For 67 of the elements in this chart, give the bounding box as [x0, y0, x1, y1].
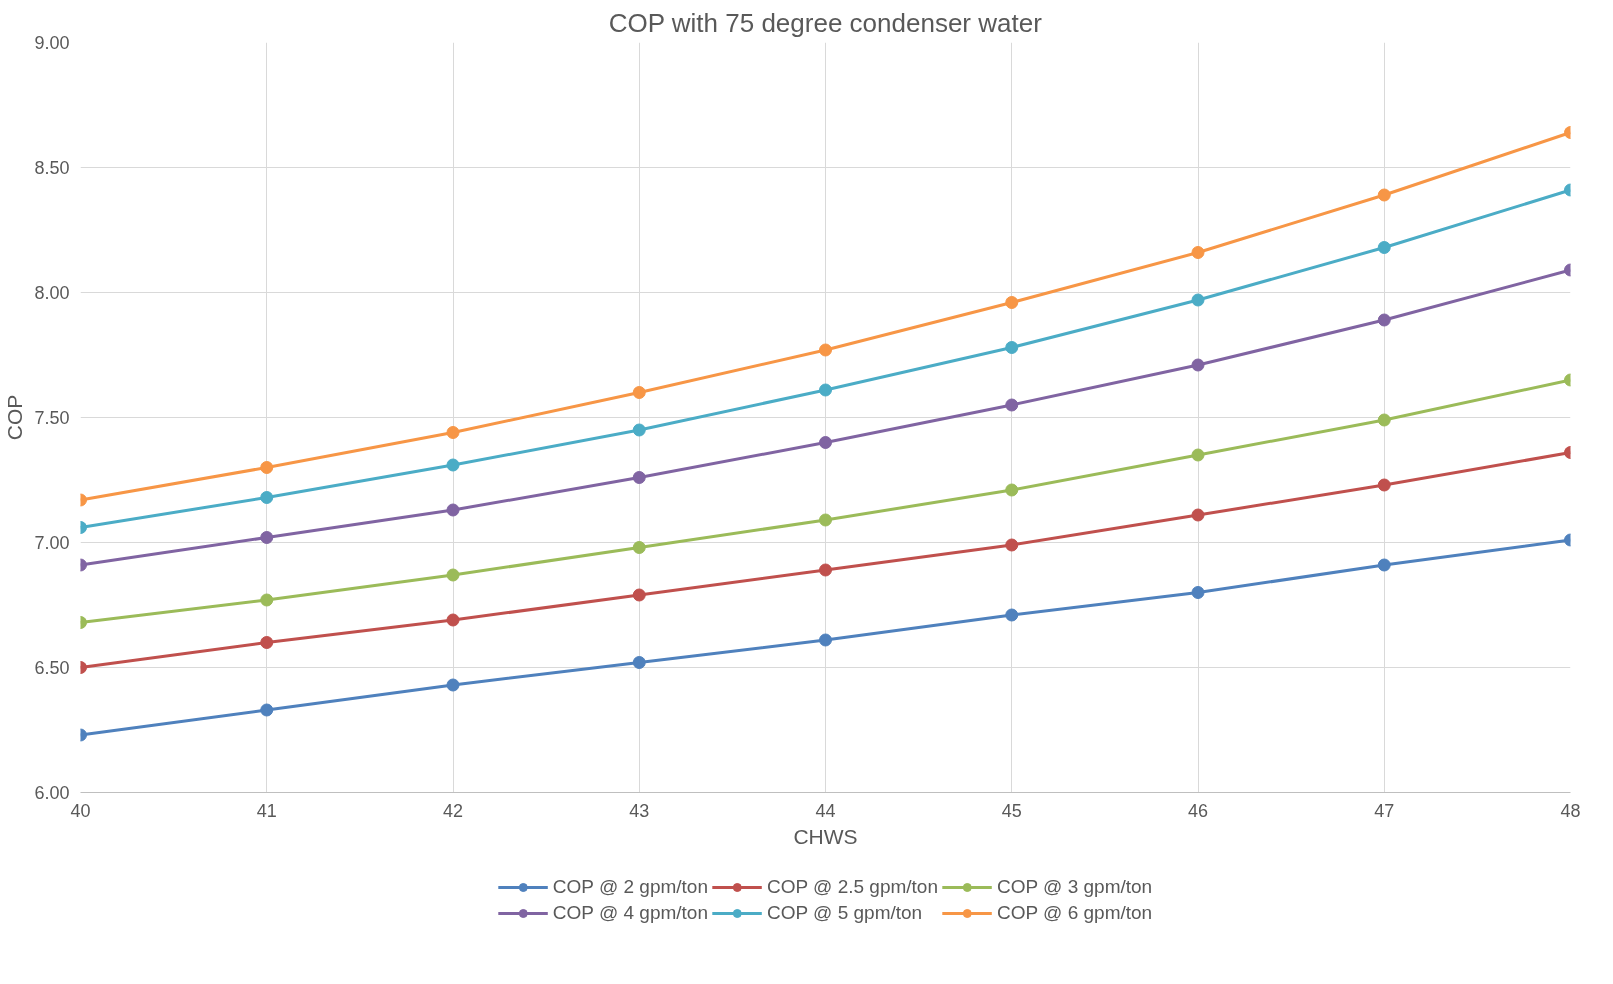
- point: [1005, 483, 1019, 497]
- point: [1191, 246, 1205, 259]
- legend-label: COP @ 3 gpm/ton: [997, 876, 1153, 898]
- point: [1191, 508, 1205, 522]
- point: [1377, 558, 1391, 572]
- point: [819, 513, 832, 527]
- point: [1377, 478, 1391, 492]
- point: [260, 461, 274, 474]
- y-tick-label: 6.50: [34, 658, 70, 678]
- x-tick-label: 40: [70, 800, 91, 821]
- point: [1377, 313, 1391, 327]
- point: [632, 471, 646, 484]
- point: [1005, 398, 1019, 412]
- point: [819, 563, 832, 577]
- point: [819, 633, 832, 647]
- point: [632, 588, 646, 602]
- x-tick-label: 45: [1001, 800, 1022, 821]
- point: [819, 383, 832, 397]
- y-tick-label: 6.00: [34, 783, 70, 803]
- legend-label: COP @ 4 gpm/ton: [552, 902, 708, 924]
- point: [819, 343, 832, 357]
- point: [446, 568, 460, 582]
- point: [1191, 448, 1205, 462]
- point: [446, 613, 460, 627]
- y-tick-label: 8.50: [34, 158, 70, 178]
- x-tick-label: 44: [815, 800, 836, 821]
- point: [260, 703, 274, 717]
- point: [1005, 538, 1019, 552]
- y-tick-label: 9.00: [34, 33, 70, 53]
- point: [1005, 296, 1019, 309]
- point: [632, 423, 646, 437]
- point: [1377, 241, 1391, 254]
- point: [260, 636, 274, 649]
- legend-label: COP @ 5 gpm/ton: [766, 902, 923, 924]
- x-tick-label: 46: [1187, 800, 1209, 821]
- point: [1377, 413, 1391, 427]
- point: [260, 593, 274, 607]
- point: [1377, 188, 1391, 202]
- point: [1191, 293, 1205, 307]
- point: [819, 436, 832, 449]
- x-tick-label: 43: [629, 800, 650, 821]
- point: [632, 656, 646, 669]
- chart-title: COP with 75 degree condenser water: [608, 7, 1043, 38]
- legend-label: COP @ 2 gpm/ton: [552, 876, 708, 898]
- point: [1191, 358, 1205, 372]
- x-tick-label: 47: [1374, 800, 1395, 821]
- legend-label: COP @ 6 gpm/ton: [997, 902, 1153, 924]
- point: [1005, 341, 1019, 354]
- point: [260, 531, 274, 544]
- point: [1005, 608, 1019, 622]
- y-tick-label: 7.00: [34, 533, 70, 553]
- point: [632, 541, 646, 554]
- x-tick-label: 41: [256, 800, 277, 821]
- legend-label: COP @ 2.5 gpm/ton: [766, 876, 939, 898]
- point: [446, 426, 460, 439]
- point: [260, 491, 274, 504]
- point: [446, 678, 460, 692]
- point: [1191, 586, 1205, 599]
- y-tick-label: 8.00: [34, 283, 70, 303]
- point: [632, 386, 646, 399]
- x-tick-label: 48: [1560, 800, 1581, 821]
- point: [446, 458, 460, 472]
- y-axis-title: COP: [3, 394, 27, 441]
- point: [446, 503, 460, 517]
- x-axis-title: CHWS: [793, 824, 858, 848]
- x-tick-label: 42: [442, 800, 464, 821]
- y-tick-label: 7.50: [34, 408, 70, 428]
